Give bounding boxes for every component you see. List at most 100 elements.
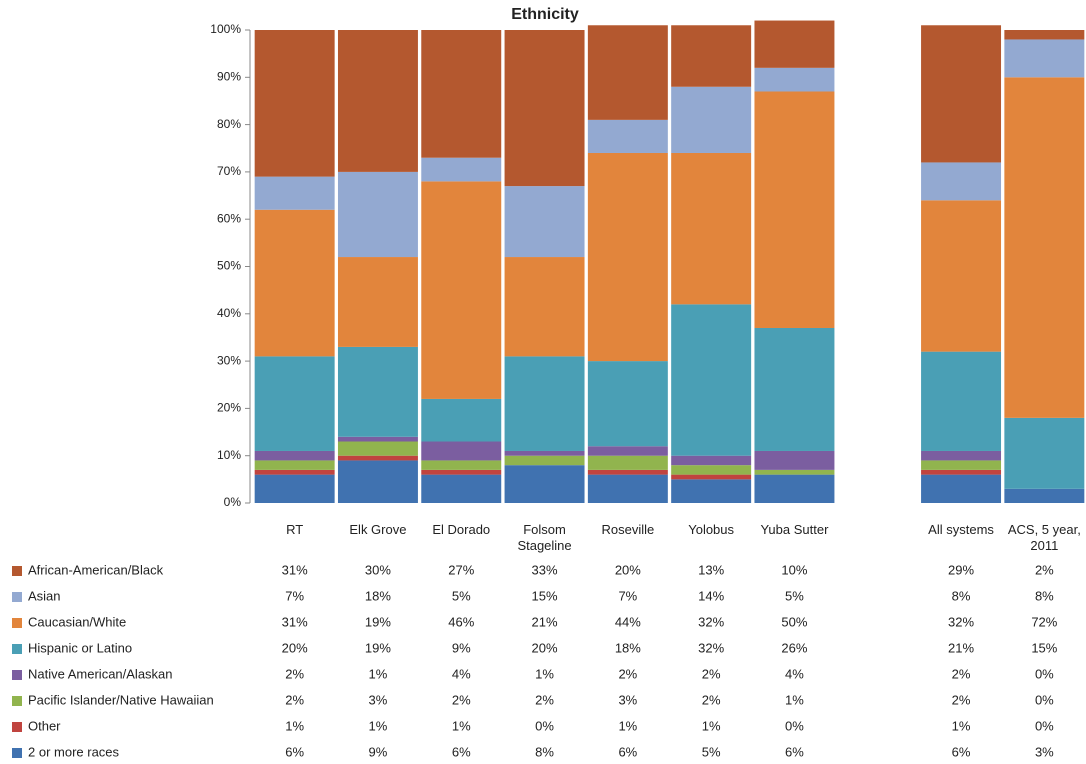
table-value: 10%: [781, 562, 807, 577]
table-value: 1%: [452, 718, 471, 733]
bar-segment: [587, 119, 668, 153]
table-value: 26%: [781, 640, 807, 655]
bar-segment: [337, 171, 418, 258]
table-value: 2%: [452, 692, 471, 707]
bar-segment: [671, 455, 752, 466]
table-value: 1%: [535, 666, 554, 681]
bar-segment: [421, 441, 502, 461]
table-value: 13%: [698, 562, 724, 577]
legend-label: Pacific Islander/Native Hawaiian: [28, 692, 214, 707]
table-value: 2%: [702, 666, 721, 681]
table-value: 30%: [365, 562, 391, 577]
bar-segment: [754, 67, 835, 92]
bar-segment: [337, 455, 418, 461]
table-value: 20%: [532, 640, 558, 655]
bar-segment: [587, 25, 668, 120]
bar-segment: [671, 479, 752, 503]
table-value: 31%: [282, 614, 308, 629]
x-tick-label: Elk Grove: [349, 522, 407, 537]
bar-segment: [254, 209, 335, 357]
table-value: 31%: [282, 562, 308, 577]
table-value: 2%: [535, 692, 554, 707]
bar-segment: [1004, 77, 1085, 418]
bar-segment: [671, 25, 752, 87]
bar-segment: [1004, 488, 1085, 503]
table-value: 1%: [702, 718, 721, 733]
table-value: 18%: [615, 640, 641, 655]
bar-segment: [587, 446, 668, 456]
legend-swatch: [12, 566, 22, 576]
table-value: 21%: [948, 640, 974, 655]
table-value: 5%: [702, 744, 721, 759]
y-tick-label: 20%: [217, 401, 241, 415]
bar-segment: [337, 346, 418, 437]
x-tick-label: El Dorado: [432, 522, 491, 537]
legend-swatch: [12, 696, 22, 706]
legend-label: Hispanic or Latino: [28, 640, 132, 655]
bar-segment: [421, 474, 502, 503]
table-value: 29%: [948, 562, 974, 577]
legend-label: Other: [28, 718, 61, 733]
legend-swatch: [12, 618, 22, 628]
table-value: 8%: [952, 588, 971, 603]
y-tick-label: 60%: [217, 211, 241, 225]
table-value: 20%: [282, 640, 308, 655]
table-value: 14%: [698, 588, 724, 603]
bar-segment: [754, 20, 835, 68]
table-value: 1%: [618, 718, 637, 733]
bar-segment: [421, 398, 502, 442]
bar-segment: [671, 86, 752, 153]
bar-segment: [671, 304, 752, 456]
table-value: 33%: [532, 562, 558, 577]
y-tick-label: 80%: [217, 117, 241, 131]
legend-swatch: [12, 592, 22, 602]
table-value: 32%: [698, 614, 724, 629]
table-value: 2%: [285, 692, 304, 707]
y-tick-label: 40%: [217, 306, 241, 320]
x-tick-label: ACS, 5 year, 2011: [1007, 522, 1081, 553]
table-value: 15%: [532, 588, 558, 603]
legend-swatch: [12, 670, 22, 680]
bar-segment: [337, 436, 418, 442]
table-value: 8%: [1035, 588, 1054, 603]
bar-segment: [587, 361, 668, 447]
table-value: 0%: [785, 718, 804, 733]
legend-swatch: [12, 748, 22, 758]
bar-segment: [671, 474, 752, 480]
bar-segment: [587, 152, 668, 362]
bar-segment: [337, 257, 418, 347]
y-tick-label: 70%: [217, 164, 241, 178]
bar-segment: [254, 469, 335, 475]
legend-label: Asian: [28, 588, 61, 603]
bar-segment: [421, 460, 502, 470]
bar-segment: [504, 186, 585, 258]
table-value: 32%: [948, 614, 974, 629]
bar-segment: [504, 455, 585, 466]
legend-label: Native American/Alaskan: [28, 666, 173, 681]
y-tick-label: 100%: [210, 22, 241, 36]
table-value: 46%: [448, 614, 474, 629]
bar-segment: [921, 162, 1002, 201]
table-value: 1%: [785, 692, 804, 707]
table-value: 3%: [618, 692, 637, 707]
bar-segment: [754, 474, 835, 503]
bar-segment: [754, 469, 835, 475]
table-value: 9%: [452, 640, 471, 655]
y-tick-label: 30%: [217, 353, 241, 367]
table-value: 27%: [448, 562, 474, 577]
x-tick-label: Roseville: [601, 522, 655, 537]
table-value: 6%: [618, 744, 637, 759]
table-value: 2%: [618, 666, 637, 681]
table-value: 32%: [698, 640, 724, 655]
table-value: 3%: [1035, 744, 1054, 759]
table-value: 3%: [369, 692, 388, 707]
table-value: 4%: [785, 666, 804, 681]
table-value: 7%: [618, 588, 637, 603]
bar-segment: [921, 25, 1002, 163]
legend-swatch: [12, 722, 22, 732]
bar-segment: [254, 176, 335, 210]
table-value: 6%: [285, 744, 304, 759]
table-value: 6%: [952, 744, 971, 759]
bar-segment: [1004, 417, 1085, 489]
